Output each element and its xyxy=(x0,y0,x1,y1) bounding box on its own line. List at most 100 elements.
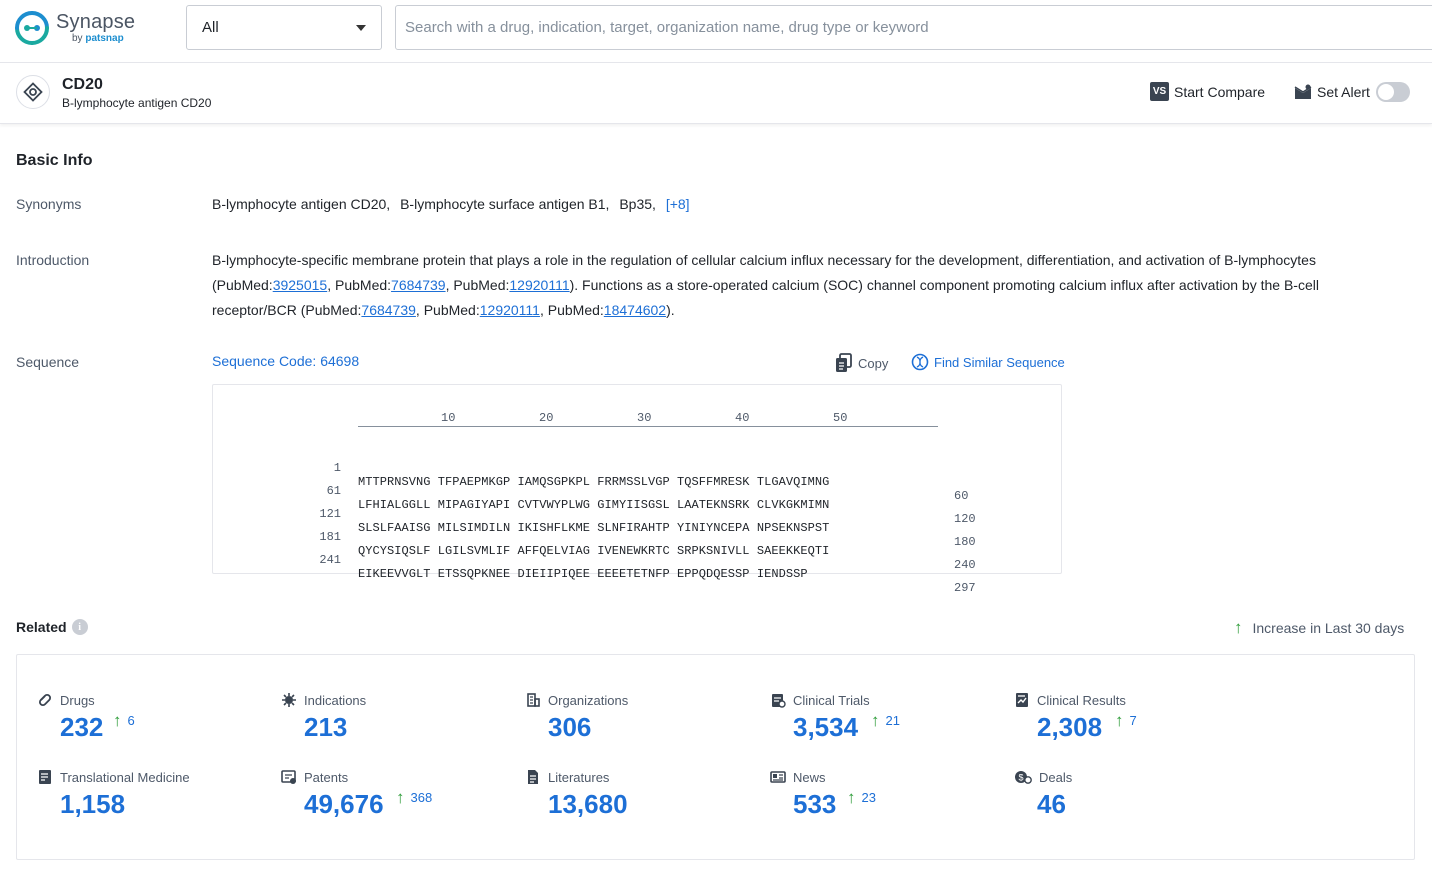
stat-value: 3,534 xyxy=(793,712,858,743)
stat-increase: ↑21 xyxy=(871,712,900,729)
stat-value: 232 xyxy=(60,712,103,743)
introduction-label: Introduction xyxy=(16,252,89,268)
svg-text:$: $ xyxy=(1019,773,1024,783)
sequence-row: 241 EIKEEVVGLT ETSSQPKNEE DIEIIPIQEE EEE… xyxy=(213,539,1063,555)
stat-increase: ↑368 xyxy=(396,789,432,806)
increase-legend: ↑ Increase in Last 30 days xyxy=(1234,619,1404,636)
related-stats-panel: Drugs 232 ↑6 Indications 213 Organizatio… xyxy=(16,654,1415,860)
pubmed-link[interactable]: 3925015 xyxy=(273,277,328,293)
stat-organizations[interactable]: Organizations 306 xyxy=(525,692,765,758)
ruler-tick: 10 xyxy=(441,411,455,425)
sequence-code-link[interactable]: Sequence Code: 64698 xyxy=(212,353,359,369)
stat-value: 306 xyxy=(548,712,591,743)
info-icon[interactable]: i xyxy=(72,619,88,635)
arrow-up-icon: ↑ xyxy=(1115,712,1124,729)
alert-mail-icon xyxy=(1294,84,1312,100)
logo-byline: by patsnap xyxy=(72,34,135,44)
pubmed-link[interactable]: 12920111 xyxy=(480,302,540,318)
stat-patents[interactable]: Patents 49,676 ↑368 xyxy=(281,769,521,835)
arrow-up-icon: ↑ xyxy=(871,712,880,729)
start-compare-button[interactable]: VS Start Compare xyxy=(1150,82,1265,101)
increase-legend-label: Increase in Last 30 days xyxy=(1253,620,1405,636)
stat-translational-medicine[interactable]: Translational Medicine 1,158 xyxy=(37,769,277,835)
sequence-row: 181 QYCYSIQSLF LGILSVMLIF AFFQELVIAG IVE… xyxy=(213,516,1063,532)
results-icon xyxy=(1014,692,1030,708)
search-scope-select[interactable]: All xyxy=(186,5,382,50)
stat-value: 1,158 xyxy=(60,789,125,820)
patent-icon xyxy=(281,769,297,785)
stat-value: 46 xyxy=(1037,789,1066,820)
sequence-row-residues: EIKEEVVGLT ETSSQPKNEE DIEIIPIQEE EEEETET… xyxy=(358,567,808,581)
related-title: Related xyxy=(16,619,67,635)
synonym-item: Bp35, xyxy=(619,196,656,212)
stat-drugs[interactable]: Drugs 232 ↑6 xyxy=(37,692,277,758)
synonyms-list: B-lymphocyte antigen CD20, B-lymphocyte … xyxy=(212,196,690,212)
copy-label: Copy xyxy=(858,356,888,371)
stat-label: Organizations xyxy=(525,692,628,708)
find-similar-sequence-button[interactable]: Find Similar Sequence xyxy=(911,353,1065,371)
stat-value: 533 xyxy=(793,789,836,820)
pubmed-link[interactable]: 7684739 xyxy=(391,277,446,293)
set-alert-label: Set Alert xyxy=(1317,84,1370,100)
deal-icon: $ xyxy=(1014,769,1032,785)
synapse-logo[interactable]: Synapse by patsnap xyxy=(14,10,135,46)
synonyms-more-link[interactable]: [+8] xyxy=(666,196,690,212)
document-icon xyxy=(525,769,541,785)
related-heading: Related i xyxy=(16,619,88,635)
pubmed-link[interactable]: 12920111 xyxy=(509,277,569,293)
search-input[interactable] xyxy=(395,5,1432,50)
stat-label: Literatures xyxy=(525,769,609,785)
arrow-up-icon: ↑ xyxy=(113,712,122,729)
news-icon xyxy=(770,769,786,785)
sequence-ruler: 10 20 30 40 50 xyxy=(358,411,938,427)
copy-sequence-button[interactable]: Copy xyxy=(835,353,888,373)
top-bar: Synapse by patsnap All xyxy=(0,0,1432,63)
start-compare-label: Start Compare xyxy=(1174,84,1265,100)
ruler-tick: 20 xyxy=(539,411,553,425)
target-icon xyxy=(16,75,50,109)
sequence-row-end: 240 xyxy=(954,558,976,572)
synonym-item: B-lymphocyte antigen CD20, xyxy=(212,196,390,212)
basic-info-heading: Basic Info xyxy=(16,152,92,170)
ruler-tick: 50 xyxy=(833,411,847,425)
pill-icon xyxy=(37,692,53,708)
stat-literatures[interactable]: Literatures 13,680 xyxy=(525,769,765,835)
stat-increase: ↑23 xyxy=(847,789,876,806)
arrow-up-icon: ↑ xyxy=(396,789,405,806)
find-similar-label: Find Similar Sequence xyxy=(934,355,1065,370)
pubmed-link[interactable]: 7684739 xyxy=(361,302,416,318)
stat-label: Indications xyxy=(281,692,366,708)
arrow-up-icon: ↑ xyxy=(847,789,856,806)
stat-deals[interactable]: $ Deals 46 xyxy=(1014,769,1254,835)
compare-icon: VS xyxy=(1150,82,1169,101)
stat-value: 2,308 xyxy=(1037,712,1102,743)
stat-label: News xyxy=(770,769,826,785)
book-icon xyxy=(37,769,53,785)
stat-value: 13,680 xyxy=(548,789,628,820)
chevron-down-icon xyxy=(356,25,366,31)
stat-value: 49,676 xyxy=(304,789,384,820)
introduction-text: B-lymphocyte-specific membrane protein t… xyxy=(212,248,1407,323)
sequence-row: 121 SLSLFAAISG MILSIMDILN IKISHFLKME SLN… xyxy=(213,493,1063,509)
clipboard-icon xyxy=(770,692,786,708)
stat-indications[interactable]: Indications 213 xyxy=(281,692,521,758)
pubmed-link[interactable]: 18474602 xyxy=(604,302,666,318)
synonyms-label: Synonyms xyxy=(16,196,81,212)
stat-label: Translational Medicine xyxy=(37,769,190,785)
set-alert-toggle[interactable] xyxy=(1376,82,1410,102)
stat-label: $ Deals xyxy=(1014,769,1072,785)
sequence-label: Sequence xyxy=(16,354,79,370)
stat-label: Patents xyxy=(281,769,348,785)
page-subtitle: B-lymphocyte antigen CD20 xyxy=(62,96,211,110)
stat-news[interactable]: News 533 ↑23 xyxy=(770,769,1010,835)
ruler-tick: 30 xyxy=(637,411,651,425)
stat-clinical-results[interactable]: Clinical Results 2,308 ↑7 xyxy=(1014,692,1254,758)
set-alert: Set Alert xyxy=(1294,82,1410,102)
stat-label: Clinical Trials xyxy=(770,692,870,708)
stat-clinical-trials[interactable]: Clinical Trials 3,534 ↑21 xyxy=(770,692,1010,758)
stat-value: 213 xyxy=(304,712,347,743)
sequence-row-start: 241 xyxy=(213,553,341,567)
sequence-row-end: 297 xyxy=(954,581,976,595)
synonym-item: B-lymphocyte surface antigen B1, xyxy=(400,196,609,212)
sequence-row: 61 LFHIALGGLL MIPAGIYAPI CVTVWYPLWG GIMY… xyxy=(213,470,1063,486)
